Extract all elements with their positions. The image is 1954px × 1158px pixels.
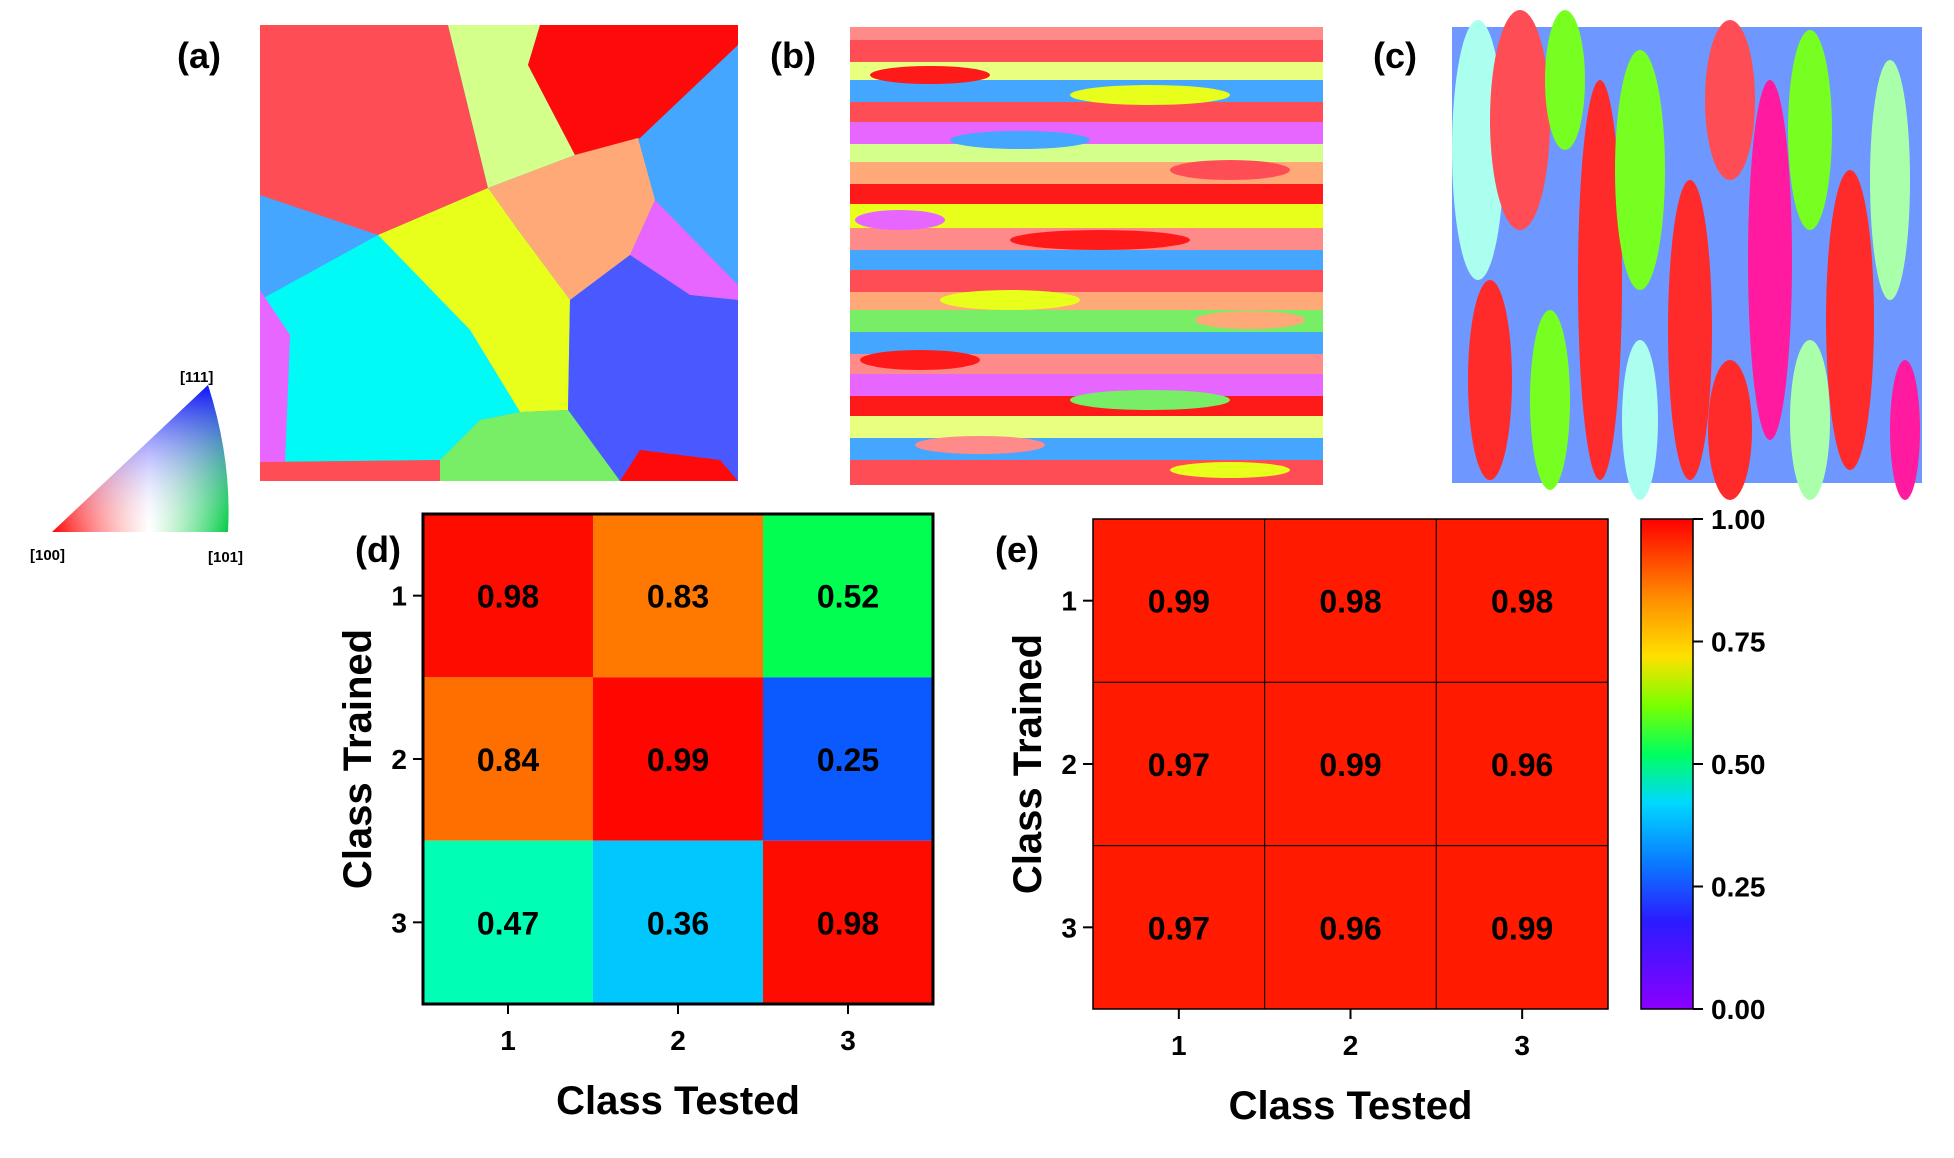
ipf-triangle-blue bbox=[52, 385, 229, 532]
heatmap-cell bbox=[763, 840, 933, 1004]
y-tick-label: 3 bbox=[391, 907, 407, 938]
heatmap-cell bbox=[593, 677, 763, 841]
colorbar-ticks: 1.00 0.75 0.50 0.25 0.00 bbox=[1693, 504, 1766, 1025]
heatmap-value-label: 0.99 bbox=[1148, 584, 1210, 620]
heatmap-cell bbox=[1092, 518, 1266, 683]
heatmap-value-label: 0.96 bbox=[1491, 747, 1553, 783]
heatmap-value-label: 0.98 bbox=[1319, 584, 1381, 620]
heatmap-cell bbox=[1264, 518, 1437, 683]
panel-label-b: (b) bbox=[770, 35, 816, 76]
panel-label-e: (e) bbox=[995, 529, 1039, 570]
x-tick-label: 1 bbox=[1171, 1030, 1187, 1061]
ipf-corner-100: [100] bbox=[30, 547, 65, 564]
grain-map-c bbox=[1452, 10, 1922, 500]
heatmap-value-label: 0.97 bbox=[1148, 747, 1210, 783]
heatmap-cell bbox=[1264, 681, 1437, 847]
colorbar-tick-label: 0.50 bbox=[1711, 749, 1766, 780]
ipf-corner-111: [111] bbox=[180, 369, 213, 386]
heatmap-cell bbox=[763, 677, 933, 841]
colorbar-tick-label: 1.00 bbox=[1711, 504, 1766, 535]
heatmap-cell bbox=[763, 514, 933, 678]
heatmap-value-label: 0.83 bbox=[647, 579, 709, 615]
ipf-corner-101: [101] bbox=[208, 549, 243, 566]
heatmap-value-label: 0.84 bbox=[477, 742, 539, 778]
heatmap-cell bbox=[1435, 681, 1609, 847]
heatmap-value-label: 0.99 bbox=[1319, 747, 1381, 783]
panel-label-d: (d) bbox=[355, 529, 401, 570]
heatmap-value-label: 0.97 bbox=[1148, 910, 1210, 946]
y-tick-label: 3 bbox=[1061, 912, 1077, 943]
heatmap-value-label: 0.99 bbox=[647, 742, 709, 778]
ipf-legend: [100] [101] [111] bbox=[30, 369, 243, 566]
x-tick-label: 1 bbox=[500, 1025, 516, 1056]
x-axis-title: Class Tested bbox=[1229, 1084, 1473, 1128]
y-tick-label: 2 bbox=[391, 744, 407, 775]
colorbar-tick-label: 0.75 bbox=[1711, 627, 1766, 658]
colorbar-gradient bbox=[1640, 518, 1694, 1010]
panel-label-c: (c) bbox=[1373, 35, 1417, 76]
grain-map-b bbox=[850, 27, 1323, 485]
heatmap-value-label: 0.98 bbox=[477, 579, 539, 615]
heatmap-value-label: 0.98 bbox=[1491, 584, 1553, 620]
heatmap-value-label: 0.99 bbox=[1491, 910, 1553, 946]
heatmap-cell bbox=[593, 514, 763, 678]
colorbar-tick-label: 0.25 bbox=[1711, 872, 1766, 903]
heatmap-value-label: 0.98 bbox=[817, 905, 879, 941]
y-tick-label: 2 bbox=[1061, 749, 1077, 780]
x-axis-title: Class Tested bbox=[556, 1079, 800, 1123]
heatmap-value-label: 0.25 bbox=[817, 742, 879, 778]
heatmap-cell bbox=[423, 514, 593, 678]
y-axis-title: Class Trained bbox=[1006, 634, 1050, 894]
heatmap-cell bbox=[1092, 681, 1266, 847]
heatmap-value-label: 0.36 bbox=[647, 905, 709, 941]
y-tick-label: 1 bbox=[1061, 586, 1077, 617]
heatmap-value-label: 0.47 bbox=[477, 905, 539, 941]
y-tick-label: 1 bbox=[391, 581, 407, 612]
heatmap-cell bbox=[423, 677, 593, 841]
heatmap-cell bbox=[1092, 845, 1266, 1010]
panel-label-a: (a) bbox=[177, 35, 221, 76]
x-tick-label: 3 bbox=[840, 1025, 856, 1056]
heatmap-cell bbox=[593, 840, 763, 1004]
x-tick-label: 2 bbox=[670, 1025, 686, 1056]
y-axis-title: Class Trained bbox=[336, 629, 380, 889]
heatmap-value-label: 0.96 bbox=[1319, 910, 1381, 946]
heatmap-d: 0.98 0.83 0.52 0.84 0.99 0.25 0.47 0.36 0.98 1 2 3 1… bbox=[336, 512, 935, 1123]
heatmap-cell bbox=[1435, 518, 1609, 683]
x-tick-label: 3 bbox=[1514, 1030, 1530, 1061]
grain-map-a bbox=[260, 25, 738, 481]
heatmap-value-label: 0.52 bbox=[817, 579, 879, 615]
heatmap-cell bbox=[423, 840, 593, 1004]
heatmap-e: 0.99 0.98 0.98 0.97 0.99 0.96 0.97 0.96 0.99 1 2 3 1… bbox=[1006, 518, 1609, 1128]
colorbar: 1.00 0.75 0.50 0.25 0.00 bbox=[1640, 504, 1766, 1025]
colorbar-tick-label: 0.00 bbox=[1711, 994, 1766, 1025]
x-tick-label: 2 bbox=[1343, 1030, 1359, 1061]
